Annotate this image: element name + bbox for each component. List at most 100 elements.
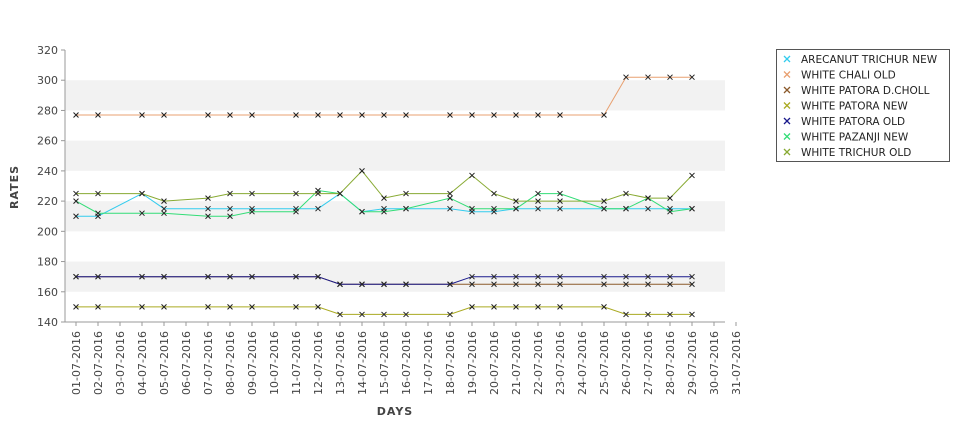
- data-point-marker: [293, 273, 299, 280]
- data-point-marker: [513, 112, 519, 118]
- data-point-marker: [689, 281, 695, 288]
- data-point-marker: [139, 112, 145, 118]
- data-point-marker: [227, 213, 233, 220]
- data-point-marker: [667, 195, 673, 201]
- data-point-marker: [601, 205, 607, 212]
- x-tick-label: 20-07-2016: [488, 331, 501, 395]
- data-point-marker: [161, 198, 167, 204]
- data-point-marker: [447, 112, 453, 118]
- x-tick-label: 25-07-2016: [598, 331, 611, 395]
- data-point-marker: [337, 112, 343, 118]
- data-point-marker: [447, 190, 453, 197]
- data-point-marker: [557, 205, 563, 212]
- data-point-marker: [227, 205, 233, 212]
- data-point-marker: [469, 205, 475, 212]
- data-point-marker: [359, 112, 365, 118]
- grid-bands: [65, 50, 725, 322]
- data-point-marker: [513, 273, 519, 280]
- data-point-marker: [293, 190, 299, 197]
- data-point-marker: [293, 112, 299, 118]
- x-tick-label: 26-07-2016: [620, 331, 633, 395]
- data-point-marker: [249, 112, 255, 118]
- data-point-marker: [557, 198, 563, 204]
- x-tick-label: 24-07-2016: [576, 331, 589, 395]
- data-point-marker: [689, 273, 695, 280]
- y-tick-label: 220: [37, 195, 58, 208]
- data-point-marker: [161, 210, 167, 217]
- y-axis-ticks: 140 160 180 200 220 240 260 280 300 320: [37, 44, 65, 329]
- data-point-marker: [315, 112, 321, 118]
- data-point-marker: [249, 190, 255, 197]
- y-tick-label: 180: [37, 256, 58, 269]
- legend-entry-label: WHITE TRICHUR OLD: [801, 147, 911, 159]
- legend-entry-label: ARECANUT TRICHUR NEW: [801, 54, 938, 66]
- data-point-marker: [403, 112, 409, 118]
- data-point-marker: [337, 311, 343, 318]
- data-point-marker: [381, 195, 387, 201]
- x-tick-label: 16-07-2016: [400, 331, 413, 395]
- y-tick-label: 300: [37, 74, 58, 87]
- x-tick-label: 17-07-2016: [422, 331, 435, 395]
- data-point-marker: [249, 208, 255, 215]
- data-point-marker: [315, 205, 321, 212]
- data-point-marker: [645, 311, 651, 318]
- series-group: [73, 74, 695, 118]
- y-axis-title: RATES: [8, 165, 21, 209]
- data-point-marker: [161, 304, 167, 310]
- legend-entry-label: WHITE PATORA OLD: [801, 116, 905, 128]
- data-point-marker: [557, 112, 563, 118]
- x-tick-label: 10-07-2016: [268, 331, 281, 395]
- data-point-marker: [337, 281, 343, 288]
- data-point-marker: [315, 273, 321, 280]
- data-point-marker: [469, 273, 475, 280]
- data-point-marker: [689, 172, 695, 179]
- data-point-marker: [535, 304, 541, 310]
- data-point-marker: [645, 273, 651, 280]
- data-point-marker: [623, 205, 629, 212]
- x-tick-label: 11-07-2016: [290, 331, 303, 395]
- x-tick-label: 27-07-2016: [642, 331, 655, 395]
- legend: ARECANUT TRICHUR NEW WHITE CHALI OLD WHITE…: [776, 49, 950, 162]
- data-point-marker: [73, 112, 79, 118]
- series-line: [76, 306, 692, 315]
- data-point-marker: [623, 281, 629, 288]
- series-line: [76, 170, 693, 202]
- x-tick-label: 31-07-2016: [730, 331, 743, 395]
- data-point-marker: [381, 112, 387, 118]
- data-point-marker: [491, 273, 497, 280]
- data-point-marker: [601, 304, 607, 310]
- data-point-marker: [95, 273, 101, 280]
- data-point-marker: [161, 273, 167, 280]
- series-group: [73, 304, 695, 318]
- legend-entry-label: WHITE CHALI OLD: [801, 70, 896, 82]
- data-point-marker: [623, 273, 629, 280]
- data-point-marker: [491, 112, 497, 118]
- data-point-marker: [337, 190, 343, 197]
- data-point-marker: [557, 190, 563, 197]
- legend-marker: [783, 55, 791, 63]
- x-tick-label: 28-07-2016: [664, 331, 677, 395]
- x-tick-label: 05-07-2016: [158, 331, 171, 395]
- data-point-marker: [469, 172, 475, 179]
- data-point-marker: [667, 273, 673, 280]
- x-tick-label: 22-07-2016: [532, 331, 545, 395]
- data-point-marker: [227, 273, 233, 280]
- data-point-marker: [491, 281, 497, 288]
- data-point-marker: [403, 190, 409, 197]
- data-point-marker: [381, 208, 387, 215]
- data-point-marker: [95, 304, 101, 310]
- x-axis-title: DAYS: [377, 405, 413, 418]
- data-point-marker: [139, 190, 145, 197]
- data-point-marker: [469, 304, 475, 310]
- x-tick-label: 15-07-2016: [378, 331, 391, 395]
- legend-entry-label: WHITE PATORA NEW: [801, 101, 908, 113]
- x-tick-label: 14-07-2016: [356, 331, 369, 395]
- data-point-marker: [469, 112, 475, 118]
- data-point-marker: [95, 112, 101, 118]
- x-tick-label: 21-07-2016: [510, 331, 523, 395]
- data-point-marker: [535, 205, 541, 212]
- legend-marker: [783, 117, 791, 125]
- series-group: [73, 273, 695, 288]
- data-point-marker: [447, 281, 453, 288]
